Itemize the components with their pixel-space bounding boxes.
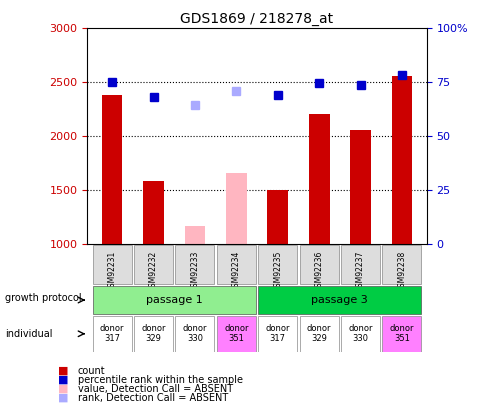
FancyBboxPatch shape [134,316,173,352]
Text: passage 3: passage 3 [311,295,367,305]
Text: GSM92237: GSM92237 [355,250,364,292]
Bar [308,114,329,244]
Text: donor
329: donor 329 [306,324,331,343]
Text: ■: ■ [58,384,69,394]
Text: rank, Detection Call = ABSENT: rank, Detection Call = ABSENT [77,393,227,403]
Text: GSM92232: GSM92232 [149,250,158,292]
Text: GSM92238: GSM92238 [397,250,406,292]
Bar [226,173,246,244]
Bar [184,226,205,244]
Text: donor
330: donor 330 [182,324,207,343]
FancyBboxPatch shape [92,286,255,314]
FancyBboxPatch shape [175,245,214,284]
Text: GSM92234: GSM92234 [231,250,241,292]
Bar [267,190,287,244]
Text: donor
351: donor 351 [224,324,248,343]
FancyBboxPatch shape [92,245,131,284]
FancyBboxPatch shape [258,316,297,352]
Text: donor
329: donor 329 [141,324,166,343]
Title: GDS1869 / 218278_at: GDS1869 / 218278_at [180,12,333,26]
Text: GSM92233: GSM92233 [190,250,199,292]
Text: GSM92236: GSM92236 [314,250,323,292]
FancyBboxPatch shape [299,245,338,284]
FancyBboxPatch shape [382,316,421,352]
Text: GSM92231: GSM92231 [107,250,116,292]
Text: donor
330: donor 330 [348,324,372,343]
FancyBboxPatch shape [258,286,421,314]
FancyBboxPatch shape [216,316,255,352]
Text: ■: ■ [58,375,69,385]
Text: individual: individual [5,329,52,339]
FancyBboxPatch shape [340,316,379,352]
Text: value, Detection Call = ABSENT: value, Detection Call = ABSENT [77,384,232,394]
Text: donor
317: donor 317 [100,324,124,343]
FancyBboxPatch shape [175,316,214,352]
Text: passage 1: passage 1 [146,295,202,305]
Text: ■: ■ [58,366,69,375]
Bar [102,95,122,244]
FancyBboxPatch shape [258,245,297,284]
Text: donor
317: donor 317 [265,324,289,343]
Text: growth protocol: growth protocol [5,293,81,303]
Text: donor
351: donor 351 [389,324,413,343]
FancyBboxPatch shape [340,245,379,284]
Text: count: count [77,366,105,375]
Text: ■: ■ [58,393,69,403]
FancyBboxPatch shape [216,245,255,284]
FancyBboxPatch shape [134,245,173,284]
Text: GSM92235: GSM92235 [272,250,282,292]
Bar [349,130,370,244]
FancyBboxPatch shape [299,316,338,352]
FancyBboxPatch shape [92,316,131,352]
FancyBboxPatch shape [382,245,421,284]
Text: percentile rank within the sample: percentile rank within the sample [77,375,242,385]
Bar [143,181,164,244]
Bar [391,76,411,244]
